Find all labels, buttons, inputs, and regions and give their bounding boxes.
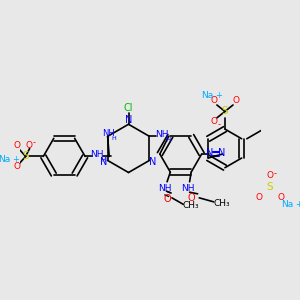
Text: NH: NH xyxy=(90,150,104,159)
Text: -: - xyxy=(218,120,221,129)
Text: O: O xyxy=(13,162,20,171)
Text: Na: Na xyxy=(201,91,213,100)
Text: O: O xyxy=(25,141,32,150)
Text: NH: NH xyxy=(102,129,115,138)
Text: -: - xyxy=(274,169,277,178)
Text: NH: NH xyxy=(158,184,171,193)
Text: H: H xyxy=(100,158,105,164)
Text: N: N xyxy=(149,158,157,167)
Text: N: N xyxy=(218,148,225,158)
Text: O: O xyxy=(210,97,217,106)
Text: S: S xyxy=(222,106,228,116)
Text: NH: NH xyxy=(181,184,195,193)
Text: H: H xyxy=(112,136,116,141)
Text: S: S xyxy=(267,182,273,192)
Text: N: N xyxy=(206,148,213,158)
Text: CH₃: CH₃ xyxy=(182,201,199,210)
Text: O: O xyxy=(13,142,20,151)
Text: NH: NH xyxy=(155,130,169,139)
Text: S: S xyxy=(22,152,29,161)
Text: -: - xyxy=(32,138,35,147)
Text: Cl: Cl xyxy=(124,103,133,113)
Text: O: O xyxy=(188,193,195,203)
Text: +: + xyxy=(296,200,300,209)
Text: O: O xyxy=(163,194,171,204)
Text: +: + xyxy=(12,155,19,164)
Text: CH₃: CH₃ xyxy=(213,199,230,208)
Text: O: O xyxy=(278,193,285,202)
Text: H: H xyxy=(165,137,170,143)
Text: N: N xyxy=(125,115,132,125)
Text: O: O xyxy=(210,117,217,126)
Text: Na: Na xyxy=(281,200,294,209)
Text: O: O xyxy=(266,171,274,180)
Text: +: + xyxy=(215,91,222,100)
Text: O: O xyxy=(233,97,240,106)
Text: O: O xyxy=(255,193,262,202)
Text: Na: Na xyxy=(0,155,11,164)
Text: N: N xyxy=(100,158,108,167)
